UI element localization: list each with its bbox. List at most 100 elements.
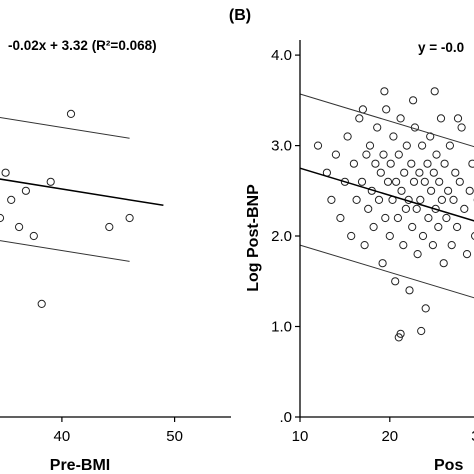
panel-b-y-tick-label: 1.0 [271,319,292,336]
panel-b-data-point [397,186,406,195]
panel-b-data-point [365,141,375,150]
panel-b-data-point [383,177,393,186]
panel-a-data-point [105,222,114,232]
panel-b-y-tick-label: 3.0 [271,138,292,155]
panel-b-data-point [340,177,349,186]
panel-a-lower-prediction-line [0,240,130,262]
panel-b-data-point [352,195,361,204]
panel-a-regression-lines [0,117,164,262]
panel-b-data-point [393,213,402,223]
panel-b-data-point [415,168,424,177]
panel-b-y-tick-label: 4.0 [271,47,292,64]
panel-a-x-tick-label: 50 [166,428,183,445]
panel-a-data-point [125,213,134,223]
panel-a-points [0,109,134,308]
panel-b-data-point [409,96,418,105]
panel-b-data-point [444,186,453,195]
panel-b-data-point [381,213,390,223]
panel-a-data-point [37,299,46,308]
panel-b-data-point [343,132,352,141]
panel-b-data-point [471,232,474,240]
panel-b-label: (B) [229,7,251,24]
panel-b-data-point [453,114,463,123]
panel-b-data-point [417,326,426,336]
panel-b-x-tick-label: 10 [292,428,309,445]
panel-b-x-tick-label: 20 [381,428,398,445]
panel-b-data-point [364,204,373,213]
panel-b-data-point [440,159,449,168]
panel-b-y-ticks: .0 1.0 2.0 3.0 4.0 [271,47,300,426]
panel-a-data-point [0,213,5,223]
panel-b-equation: y = -0.0 [418,40,464,55]
panel-b-x-tick-label: 30 [471,428,474,445]
panel-b-data-point [374,195,384,204]
panel-a-data-point [7,195,16,204]
panel-b-data-point [392,177,401,186]
panel-b-data-point [369,222,378,232]
panel-b-data-point [435,177,444,186]
panel-b-data-point [430,87,439,96]
panel-b-regression-lines [299,93,474,299]
panel-b-y-axis-label: Log Post-BNP [245,184,262,292]
panel-b-data-point [405,286,414,295]
panel-b-data-point [460,204,469,213]
panel-b-data-point [347,231,356,241]
panel-b-data-point [313,141,323,150]
panel-b-data-point [418,141,427,150]
panel-b-data-point [451,168,460,177]
panel-b-data-point [449,195,458,204]
panel-b-data-point [434,222,443,232]
panel-a-data-point [29,231,38,241]
panel-b-data-point [418,231,428,241]
panel-b-data-point [437,195,446,204]
panel-b-data-point [428,241,437,250]
panel-b-points [313,87,474,342]
panel-b-data-point [432,150,441,159]
panel-b-data-point [385,231,394,241]
panel-b-fit-line [299,167,474,222]
panel-b-data-point [429,168,438,177]
panel-b-data-point [349,159,358,168]
panel-a-data-point [66,109,76,119]
panel-b-data-point [394,150,403,159]
panel-b-data-point [439,259,448,268]
panel-b-data-point [391,277,400,286]
panel-b-x-axis-label: Pos [434,457,463,474]
panel-b-data-point [468,159,474,168]
panel-a-data-point [46,177,55,186]
panel-b-data-point [462,250,472,259]
panel-a-x-ticks: 304050 [54,417,183,445]
panel-b-data-point [331,150,340,159]
panel-b-lower-prediction-line [299,244,474,299]
panel-b-data-point [360,241,369,250]
panel-b-data-point [362,150,371,159]
panel-b-data-point [336,213,345,223]
panel-b-data-point [371,159,380,168]
panel-a-x-axis-label: Pre-BMI [50,457,110,474]
panel-b-data-point [373,123,382,132]
panel-b-data-point [386,159,395,168]
panel-b-data-point [413,250,422,259]
panel-b-data-point [431,204,440,213]
panel-b-data-point [327,195,336,204]
panel-b-x-ticks: 10 20 30 [292,417,474,445]
panel-a-upper-prediction-line [0,117,130,139]
panel-a-data-point [15,222,24,232]
panel-b-y-tick-label: .0 [279,409,292,426]
panel-b-data-point [376,168,385,177]
panel-b-data-point [399,241,408,250]
panel-a-chart: 304050 -0.02x + 3.32 (R²=0.068) Pre-BMI [0,38,231,474]
panel-b-data-point [445,141,454,150]
panel-b-data-point [442,213,451,223]
panel-a-fit-line [0,178,164,207]
panel-b-data-point [400,168,409,177]
panel-b-data-point [436,114,446,123]
panel-b-data-point [423,159,432,168]
panel-b-data-point [409,177,419,186]
panel-b-data-point [424,213,433,223]
panel-b-data-point [396,329,405,338]
panel-b-data-point [420,177,429,186]
panel-b-data-point [453,222,462,232]
panel-b-data-point [396,114,405,123]
